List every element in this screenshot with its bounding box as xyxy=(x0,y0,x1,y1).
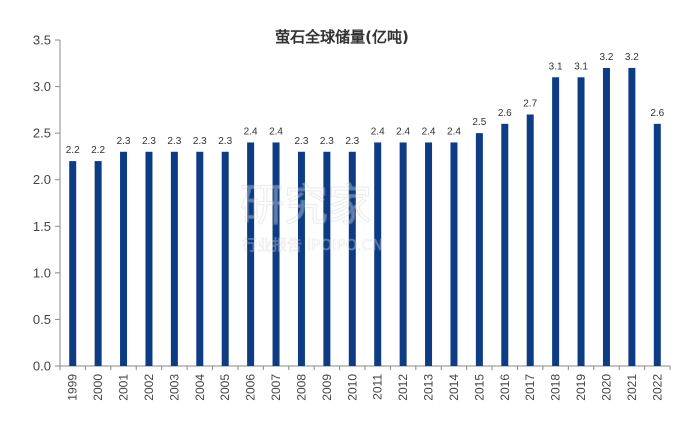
bar-2022 xyxy=(653,123,661,366)
data-label-2015: 2.5 xyxy=(472,117,486,128)
bar-2019 xyxy=(577,77,585,366)
x-tick-label-2010: 2010 xyxy=(345,374,359,401)
data-label-2012: 2.4 xyxy=(396,126,410,137)
data-label-2011: 2.4 xyxy=(371,126,385,137)
data-label-2018: 3.1 xyxy=(549,61,563,72)
bar-2010 xyxy=(348,151,356,366)
x-tick-label-2004: 2004 xyxy=(193,374,207,401)
x-tick-label-2005: 2005 xyxy=(218,374,232,401)
x-tick-label-2009: 2009 xyxy=(320,374,334,401)
data-label-1999: 2.2 xyxy=(66,145,80,156)
x-tick-label-2001: 2001 xyxy=(117,374,131,401)
x-tick-label-2006: 2006 xyxy=(244,374,258,401)
bar-2016 xyxy=(501,123,509,366)
x-tick-label-2012: 2012 xyxy=(396,374,410,401)
x-tick-label-2000: 2000 xyxy=(91,374,105,401)
bar-2003 xyxy=(170,151,178,366)
data-label-2019: 3.1 xyxy=(574,61,588,72)
data-label-2010: 2.3 xyxy=(345,136,359,147)
data-label-2000: 2.2 xyxy=(91,145,105,156)
x-tick-label-2021: 2021 xyxy=(625,374,639,401)
x-tick-label-2013: 2013 xyxy=(422,374,436,401)
bar-2018 xyxy=(552,77,560,366)
x-tick-label-2017: 2017 xyxy=(523,374,537,401)
y-tick-label: 0.0 xyxy=(33,359,51,374)
y-tick-label: 2.0 xyxy=(33,172,51,187)
x-tick-label-2003: 2003 xyxy=(167,374,181,401)
bar-2013 xyxy=(425,142,433,366)
x-tick-label-2007: 2007 xyxy=(269,374,283,401)
data-label-2014: 2.4 xyxy=(447,126,461,137)
data-label-2008: 2.3 xyxy=(295,136,309,147)
y-tick-label: 3.0 xyxy=(33,79,51,94)
data-label-2006: 2.4 xyxy=(244,126,258,137)
chart-title: 萤石全球储量(亿吨) xyxy=(275,28,409,46)
bar-2014 xyxy=(450,142,458,366)
bar-2007 xyxy=(272,142,280,366)
bar-2021 xyxy=(628,67,636,366)
bar-2008 xyxy=(297,151,305,366)
bar-2001 xyxy=(120,151,128,366)
x-tick-label-2014: 2014 xyxy=(447,374,461,401)
axes: 0.0 0.5 1.0 1.5 2.0 2.5 3.0 3.5 xyxy=(33,33,671,374)
data-label-2004: 2.3 xyxy=(193,136,207,147)
data-label-2016: 2.6 xyxy=(498,108,512,119)
bar-1999 xyxy=(69,161,77,366)
data-label-2020: 3.2 xyxy=(600,52,614,63)
x-tick-label-2019: 2019 xyxy=(574,374,588,401)
x-tick-label-2016: 2016 xyxy=(498,374,512,401)
data-label-2002: 2.3 xyxy=(142,136,156,147)
x-tick-label-2018: 2018 xyxy=(549,374,563,401)
bar-2004 xyxy=(196,151,204,366)
data-label-2013: 2.4 xyxy=(422,126,436,137)
bar-2020 xyxy=(602,67,610,366)
data-label-2017: 2.7 xyxy=(523,99,537,110)
x-tick-label-2020: 2020 xyxy=(599,374,613,401)
bar-2017 xyxy=(526,114,534,366)
bar-2015 xyxy=(475,133,483,366)
y-tick-label: 1.5 xyxy=(33,219,51,234)
data-label-2022: 2.6 xyxy=(650,108,664,119)
bar-2012 xyxy=(399,142,407,366)
bar-2011 xyxy=(374,142,382,366)
data-label-2009: 2.3 xyxy=(320,136,334,147)
data-label-2021: 3.2 xyxy=(625,52,639,63)
data-label-2001: 2.3 xyxy=(117,136,131,147)
x-tick-label-2011: 2011 xyxy=(371,374,385,400)
bar-2002 xyxy=(145,151,153,366)
x-tick-label-2015: 2015 xyxy=(472,374,486,401)
y-tick-label: 3.5 xyxy=(33,33,51,48)
bar-2006 xyxy=(247,142,255,366)
x-tick-label-2008: 2008 xyxy=(294,374,308,401)
x-tick-label-2002: 2002 xyxy=(142,374,156,401)
x-tick-label-2022: 2022 xyxy=(650,374,664,401)
y-tick-label: 1.0 xyxy=(33,265,51,280)
bar-2009 xyxy=(323,151,331,366)
data-label-2005: 2.3 xyxy=(218,136,232,147)
bars xyxy=(69,67,661,366)
x-tick-label-1999: 1999 xyxy=(66,374,80,401)
labels: 2.2 1999 2.2 2000 2.3 2001 2.3 2002 2.3 2003 2.3 20… xyxy=(66,52,665,401)
bar-2005 xyxy=(221,151,229,366)
bar-2000 xyxy=(94,161,102,366)
y-tick-label: 0.5 xyxy=(33,312,51,327)
data-label-2003: 2.3 xyxy=(167,136,181,147)
data-label-2007: 2.4 xyxy=(269,126,283,137)
y-tick-label: 2.5 xyxy=(33,126,51,141)
